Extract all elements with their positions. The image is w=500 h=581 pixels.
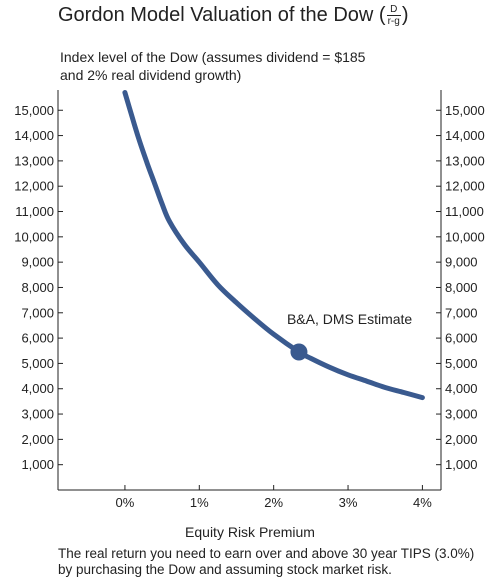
x-tick-label: 4% (413, 495, 432, 510)
y-tick-label-right: 15,000 (445, 103, 485, 118)
y-tick-label-right: 4,000 (445, 381, 478, 396)
y-tick-label-left: 5,000 (21, 356, 54, 371)
chart-title-text: Gordon Model Valuation of the Dow ( (58, 4, 386, 26)
y-tick-label-left: 12,000 (14, 179, 54, 194)
y-tick-label-right: 10,000 (445, 229, 485, 244)
y-tick-label-right: 2,000 (445, 432, 478, 447)
estimate-annotation-label: B&A, DMS Estimate (287, 311, 412, 327)
y-tick-label-right: 9,000 (445, 255, 478, 270)
y-tick-label-right: 11,000 (445, 204, 484, 219)
x-axis-label: Equity Risk Premium (185, 524, 315, 540)
caption: The real return you need to earn over an… (58, 546, 474, 578)
estimate-point (290, 343, 308, 361)
y-tick-label-left: 15,000 (14, 103, 54, 118)
y-tick-label-left: 14,000 (14, 128, 54, 143)
y-tick-label-right: 5,000 (445, 356, 478, 371)
y-axis-label-line-1: Index level of the Dow (assumes dividend… (60, 49, 366, 65)
y-tick-label-right: 6,000 (445, 331, 478, 346)
y-tick-label-right: 1,000 (445, 457, 478, 472)
x-tick-label: 2% (264, 495, 283, 510)
y-tick-label-left: 3,000 (21, 407, 54, 422)
y-tick-label-right: 12,000 (445, 179, 485, 194)
x-tick-label: 0% (116, 495, 135, 510)
caption-line-2: by purchasing the Dow and assuming stock… (58, 562, 392, 577)
y-axis-label: Index level of the Dow (assumes dividend… (60, 48, 365, 84)
y-tick-label-right: 3,000 (445, 407, 478, 422)
y-tick-label-left: 4,000 (21, 381, 54, 396)
formula-numerator: D (386, 4, 401, 17)
x-tick-label: 3% (339, 495, 358, 510)
y-tick-label-left: 2,000 (21, 432, 54, 447)
x-tick-label: 1% (190, 495, 209, 510)
y-tick-label-right: 7,000 (445, 305, 478, 320)
y-tick-label-left: 1,000 (21, 457, 54, 472)
y-tick-label-right: 14,000 (445, 128, 485, 143)
valuation-curve-line (122, 90, 425, 401)
y-tick-label-left: 13,000 (14, 153, 54, 168)
y-tick-label-left: 11,000 (15, 204, 54, 219)
caption-line-1: The real return you need to earn over an… (58, 546, 475, 561)
chart-title-end: ) (401, 4, 409, 26)
y-tick-label-left: 10,000 (14, 229, 54, 244)
y-tick-label-left: 8,000 (21, 280, 54, 295)
y-tick-label-left: 7,000 (21, 305, 54, 320)
y-tick-label-left: 6,000 (21, 331, 54, 346)
y-tick-label-right: 13,000 (445, 153, 485, 168)
formula-denominator: r-g (387, 16, 400, 28)
y-tick-label-left: 9,000 (21, 255, 54, 270)
y-axis-label-line-2: and 2% real dividend growth) (60, 67, 242, 83)
y-tick-label-right: 8,000 (445, 280, 478, 295)
